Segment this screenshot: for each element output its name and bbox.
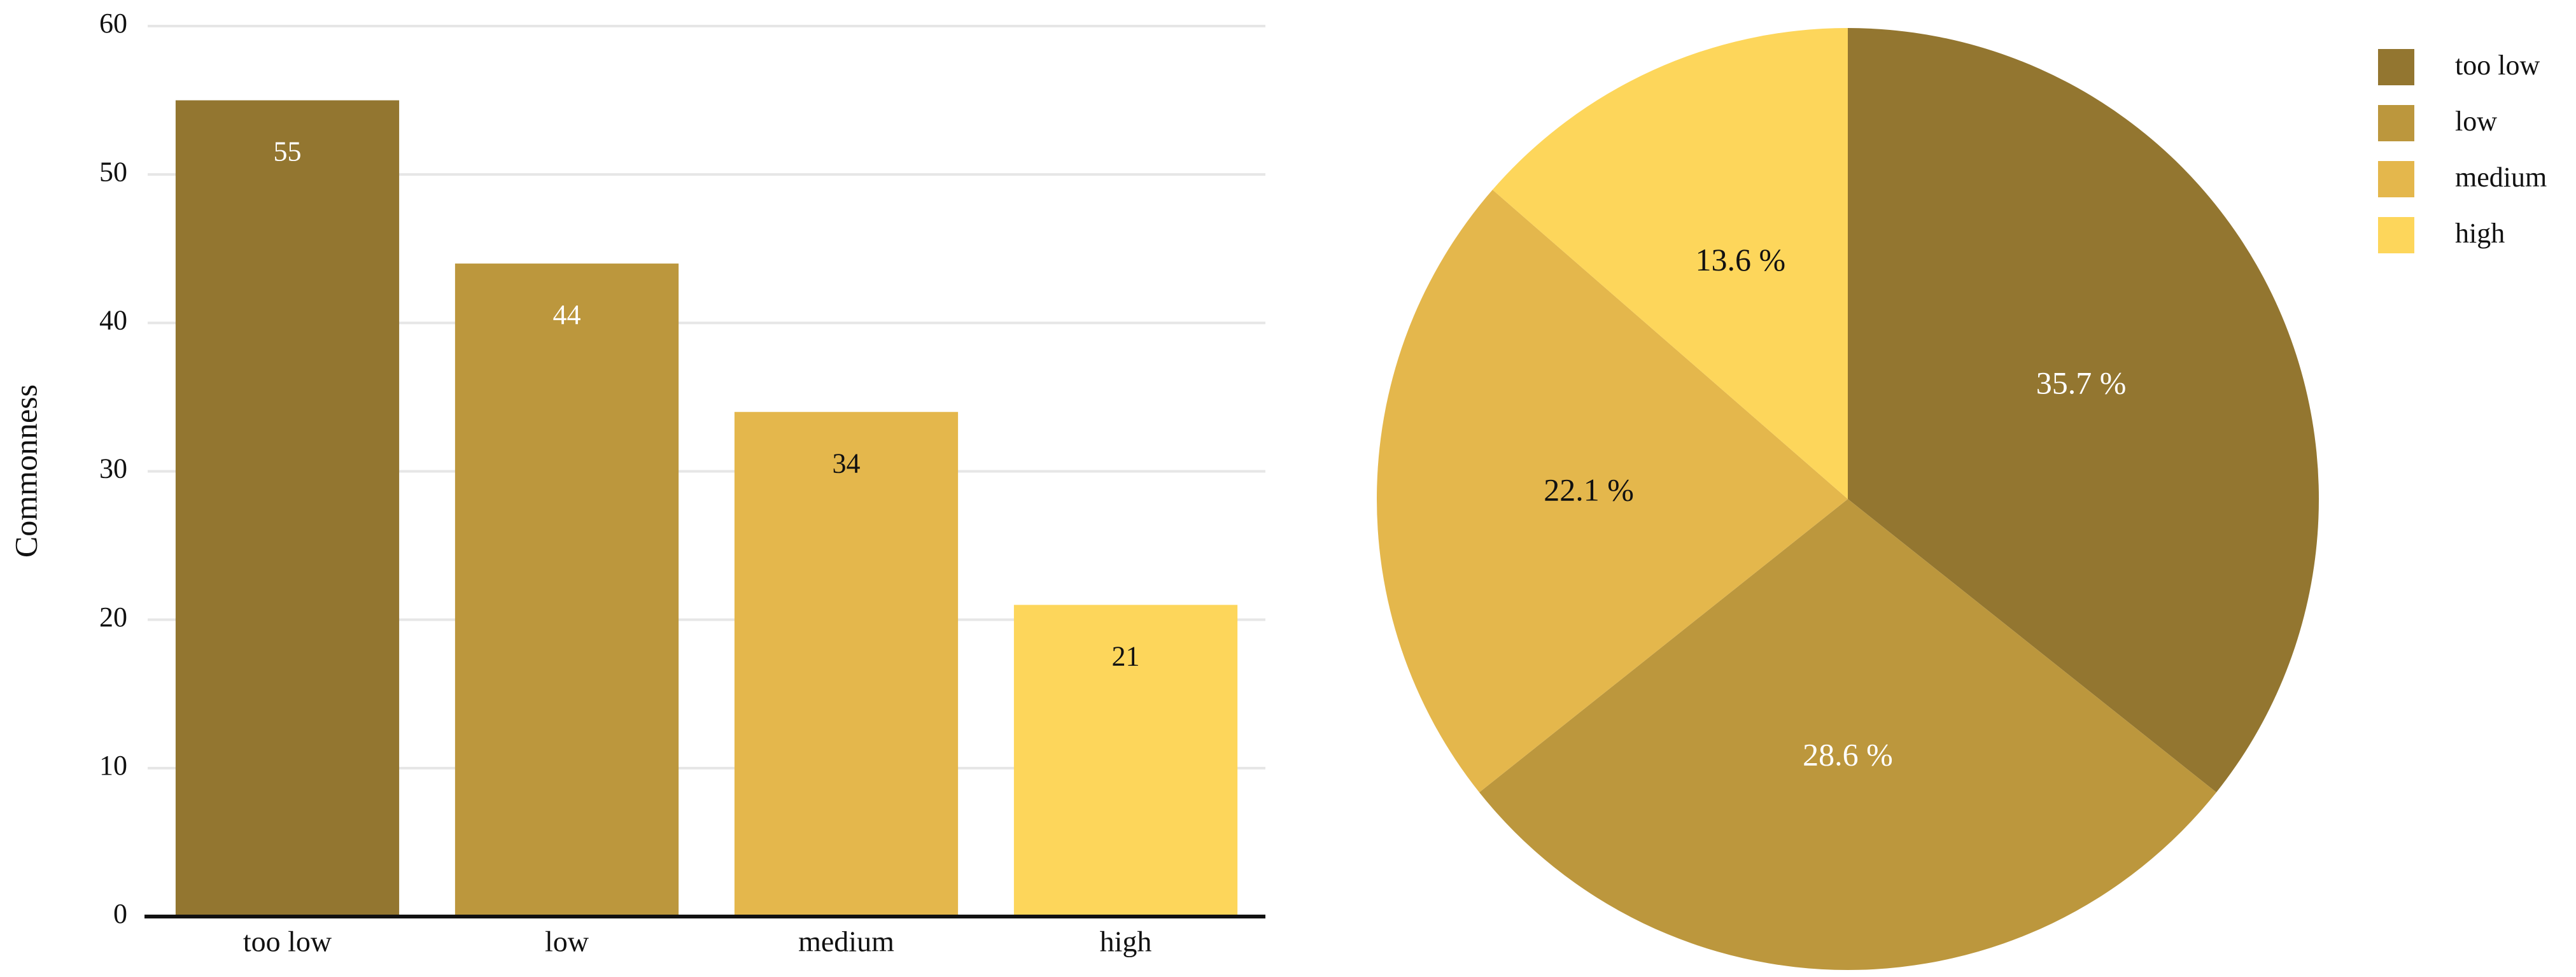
bar-value-label: 55 [274,136,302,167]
bar [734,412,959,917]
y-tick-label: 50 [99,156,127,187]
bar [175,100,400,917]
pie-slice [1492,28,1848,499]
y-tick-label: 0 [113,898,127,929]
pie-slice [1479,499,2216,970]
x-tick-label: too low [243,925,332,958]
bar [1013,605,1238,917]
legend-label: low [2455,106,2497,137]
bar [454,264,679,917]
slice-label: 28.6 % [1803,736,1893,772]
legend-swatch [2378,49,2414,85]
legend-swatch [2378,217,2414,253]
pie-slice [1376,190,1848,792]
legend-label: too low [2455,50,2540,81]
legend-swatch [2378,105,2414,141]
x-tick-label: high [1100,925,1152,958]
y-tick-label: 10 [99,750,127,781]
legend-swatch [2378,161,2414,197]
x-tick-label: low [545,925,589,958]
bar-value-label: 34 [833,447,861,479]
y-tick-label: 40 [99,304,127,335]
bar-value-label: 44 [553,299,581,330]
y-tick-label: 60 [99,8,127,39]
x-tick-label: medium [798,925,894,958]
bar-value-label: 21 [1112,640,1140,671]
slice-label: 22.1 % [1544,472,1634,508]
y-axis-label: Commonness [8,384,43,558]
pie-slice [1848,28,2319,792]
slice-label: 13.6 % [1696,242,1786,278]
slice-label: 35.7 % [2036,365,2127,401]
y-tick-label: 30 [99,453,127,484]
legend-label: medium [2455,162,2547,193]
y-tick-label: 20 [99,601,127,633]
legend-label: high [2455,218,2505,249]
